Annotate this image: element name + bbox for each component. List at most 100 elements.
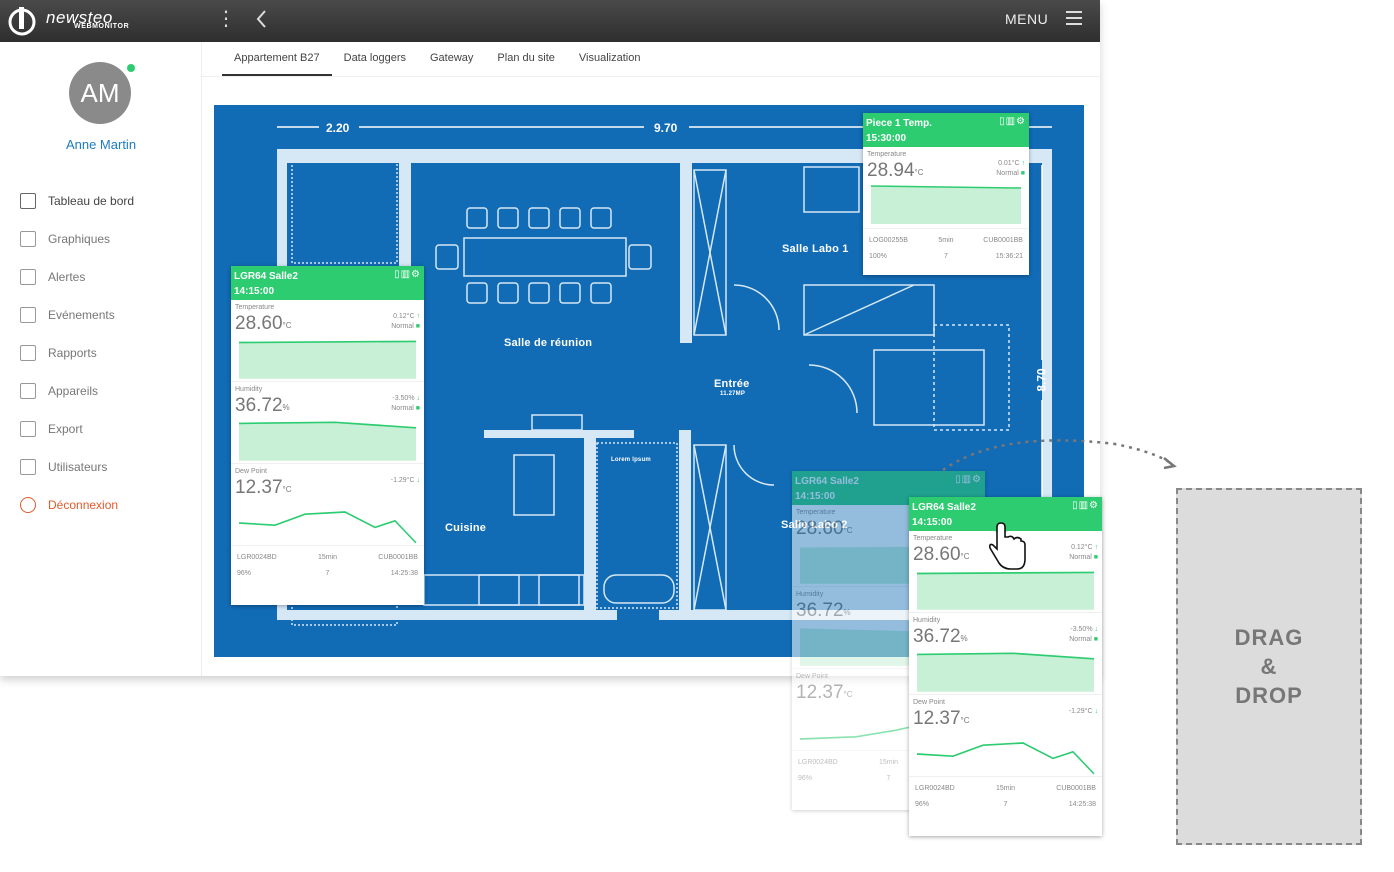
drop-zone-line1: DRAG [1234, 625, 1304, 650]
room-label-cuisine: Cuisine [445, 522, 487, 534]
gear-icon: ⚙ [972, 474, 982, 485]
sensor-value: 12.37°C [796, 682, 853, 703]
brand-subtitle: WEBMONITOR [74, 23, 130, 30]
sparkline-chart [916, 652, 1095, 692]
gear-icon[interactable]: ⚙ [411, 269, 421, 280]
sidebar-item-tableau-de-bord[interactable]: Tableau de bord [20, 182, 200, 220]
room-label-reunion: Salle de réunion [504, 337, 593, 349]
sidebar-item-export[interactable]: Export [20, 410, 200, 448]
widget-toolbar: ▯▥⚙ [1072, 500, 1099, 511]
room-label-lorem: Lorem Ipsum [611, 457, 651, 463]
drop-zone-label: DRAG & DROP [1235, 623, 1304, 710]
sparkline-chart [916, 571, 1095, 610]
interval: 15min [995, 785, 1016, 792]
room-label-entree-area: 11.27MP [720, 391, 746, 397]
back-chevron-icon[interactable] [253, 6, 271, 32]
bar-chart-icon[interactable]: ▥ [400, 269, 412, 280]
sidebar-item-utilisateurs[interactable]: Utilisateurs [20, 448, 200, 486]
sensor-delta: -3.50% ↓ Normal ■ [1069, 626, 1098, 643]
widget-footer: LOG00255B 5min CUB0001BB 100% 7 15:36:21 [863, 229, 1029, 269]
widget-time: 15:30:00 [866, 133, 907, 144]
sensor-label: Dew Point [796, 673, 828, 680]
cloud-upload-icon [20, 421, 36, 437]
sidebar-item-graphiques[interactable]: Graphiques [20, 220, 200, 258]
sensor-label: Dew Point [235, 468, 267, 475]
more-options-icon[interactable]: ⋮ [216, 8, 236, 30]
user-icon [20, 459, 36, 475]
sensor-value: 28.60°C [796, 518, 853, 539]
sidebar: AM Anne Martin Tableau de bord Graphique… [0, 42, 202, 676]
sensor-label: Humidity [235, 386, 263, 393]
phone-icon[interactable]: ▯ [394, 269, 401, 280]
sensor-label: Temperature [867, 151, 907, 158]
hamburger-menu-icon[interactable] [1066, 11, 1082, 25]
widget-header[interactable]: LGR64 Salle2 14:15:00 ▯▥⚙ [909, 497, 1102, 531]
sidebar-item-label: Rapports [48, 346, 97, 360]
last-update: 15:36:21 [995, 253, 1023, 260]
sensor-label: Humidity [913, 617, 941, 624]
avatar[interactable]: AM [69, 62, 131, 124]
drop-zone[interactable]: DRAG & DROP [1176, 488, 1362, 845]
sidebar-nav: Tableau de bord Graphiques Alertes Evéne… [20, 182, 200, 524]
widget-header[interactable]: LGR64 Salle2 14:15:00 ▯▥⚙ [231, 266, 424, 300]
tab-gateway[interactable]: Gateway [430, 52, 474, 64]
sensor-delta: -1.29°C ↓ [1068, 708, 1098, 715]
menu-button[interactable]: MENU [1005, 11, 1049, 27]
bar-chart-icon[interactable]: ▥ [1078, 500, 1090, 511]
user-name[interactable]: Anne Martin [65, 137, 137, 152]
sensor-dew-point: Dew Point 12.37°C -1.29°C ↓ [909, 695, 1102, 777]
battery-level: 96% [915, 801, 930, 808]
last-update: 14:25:38 [1068, 801, 1096, 808]
sensor-humidity: Humidity 36.72% -3.50% ↓ Normal ■ [909, 613, 1102, 695]
bar-chart-icon[interactable]: ▥ [1005, 116, 1017, 127]
sidebar-item-label: Utilisateurs [48, 460, 108, 474]
sensor-label: Dew Point [913, 699, 945, 706]
sidebar-item-alertes[interactable]: Alertes [20, 258, 200, 296]
bell-icon [20, 269, 36, 285]
gear-icon[interactable]: ⚙ [1016, 116, 1026, 127]
widget-header[interactable]: Piece 1 Temp. 15:30:00 ▯▥⚙ [863, 113, 1029, 147]
sparkline-chart [238, 340, 417, 379]
sensor-value: 36.72% [235, 395, 290, 416]
sensor-delta: 0.12°C ↑ Normal ■ [1069, 544, 1098, 561]
sidebar-item-label: Alertes [48, 270, 86, 284]
gateway-id: CUB0001BB [983, 237, 1023, 244]
online-status-dot [127, 64, 135, 72]
drop-zone-line2: & [1260, 654, 1278, 679]
widget-title: LGR64 Salle2 [234, 271, 298, 282]
sidebar-item-rapports[interactable]: Rapports [20, 334, 200, 372]
tab-visualization[interactable]: Visualization [578, 52, 641, 64]
phone-icon[interactable]: ▯ [999, 116, 1006, 127]
sensor-value: 36.72% [796, 600, 851, 621]
widget-lgr64-salle2[interactable]: LGR64 Salle2 14:15:00 ▯▥⚙ Temperature 28… [231, 266, 424, 605]
sparkline-chart [916, 742, 1095, 775]
widget-toolbar: ▯▥⚙ [394, 269, 421, 280]
signal-strength: 7 [325, 570, 330, 577]
sensor-temperature: Temperature 28.60°C 0.12°C ↑ Normal ■ [909, 531, 1102, 613]
widget-time: 14:15:00 [234, 286, 275, 297]
tab-appartement-b27[interactable]: Appartement B27 [222, 46, 332, 76]
gear-icon[interactable]: ⚙ [1089, 500, 1099, 511]
sensor-label: Temperature [913, 535, 953, 542]
logger-id: LOG00255B [869, 237, 908, 244]
widget-toolbar: ▯▥⚙ [999, 116, 1026, 127]
widget-title: LGR64 Salle2 [912, 502, 976, 513]
phone-icon[interactable]: ▯ [1072, 500, 1079, 511]
monitor-icon [20, 193, 36, 209]
tab-plan-du-site[interactable]: Plan du site [497, 52, 555, 64]
widget-title: Piece 1 Temp. [866, 118, 932, 129]
sidebar-item-label: Evénements [48, 308, 115, 322]
sidebar-item-deconnexion[interactable]: Déconnexion [20, 486, 200, 524]
phone-icon: ▯ [955, 474, 962, 485]
widget-piece1-temp[interactable]: Piece 1 Temp. 15:30:00 ▯▥⚙ Temperature 2… [863, 113, 1029, 275]
sidebar-item-label: Export [48, 422, 83, 436]
sensor-value: 28.60°C [913, 544, 970, 565]
sparkline-chart [870, 185, 1022, 224]
tab-data-loggers[interactable]: Data loggers [343, 52, 406, 64]
sidebar-item-evenements[interactable]: Evénements [20, 296, 200, 334]
sidebar-item-label: Appareils [48, 384, 99, 398]
bar-chart-icon: ▥ [961, 474, 973, 485]
sidebar-item-label: Tableau de bord [48, 194, 135, 208]
sidebar-item-appareils[interactable]: Appareils [20, 372, 200, 410]
newsteo-logo-icon [8, 7, 36, 36]
